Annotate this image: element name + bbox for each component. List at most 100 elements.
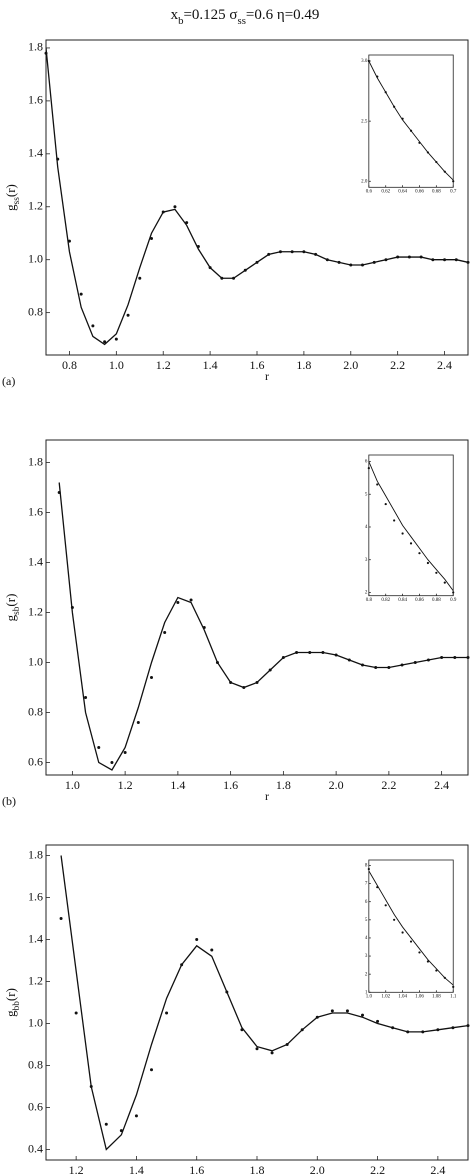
data-dot: [376, 75, 379, 78]
y-tick-label: 8: [365, 864, 368, 869]
x-tick-label: 1.6: [189, 1163, 204, 1175]
inset: 0.8 0.82 0.84 0.86 0.88 0.9 2 3 4 5 6: [365, 454, 457, 603]
data-dot: [185, 221, 189, 225]
data-dot: [138, 276, 142, 280]
data-dot: [268, 668, 272, 672]
data-dot: [97, 746, 101, 749]
chart-title-part: x: [171, 7, 179, 23]
data-dot: [401, 532, 404, 535]
data-dot: [325, 258, 329, 262]
data-dot: [452, 591, 455, 594]
y-tick-label: 1.4: [28, 554, 43, 568]
data-dot: [278, 250, 282, 254]
data-dot: [180, 963, 184, 967]
data-dot: [243, 268, 247, 272]
data-dot: [79, 292, 83, 296]
data-dot: [126, 313, 130, 317]
data-dot: [347, 658, 351, 662]
data-dot: [435, 571, 438, 574]
x-tick-label: 1.4: [129, 1163, 144, 1175]
y-tick-label: 0.6: [28, 1099, 43, 1113]
data-dot: [255, 1047, 259, 1051]
chart-title-part: ss: [238, 15, 246, 27]
x-tick-label: 2.2: [370, 1163, 385, 1175]
x-tick-label: 1.4: [170, 778, 185, 792]
x-tick-label: 2.0: [329, 778, 344, 792]
data-dot: [59, 917, 63, 920]
data-dot: [67, 239, 71, 243]
x-tick-label: 1.2: [69, 1163, 84, 1175]
x-tick-label: 0.9: [450, 598, 457, 603]
data-dot: [240, 1028, 244, 1032]
data-dot: [189, 598, 193, 602]
x-tick-label: 1.6: [250, 358, 265, 372]
data-dot: [406, 1030, 410, 1034]
data-dot: [70, 606, 74, 609]
x-tick-label: 2.0: [343, 358, 358, 372]
y-tick-label: 1.0: [28, 251, 43, 265]
y-tick-label: 0.8: [28, 1057, 43, 1071]
data-dot: [454, 258, 458, 262]
x-tick-label: 2.2: [390, 358, 405, 372]
chart-title-part: =0.125 σ: [183, 7, 237, 23]
y-tick-label: 2: [365, 972, 368, 977]
data-dot: [104, 1122, 108, 1126]
x-tick-label: 0.7: [450, 189, 457, 194]
data-dot: [435, 160, 438, 164]
y-tick-label: 1.0: [28, 654, 43, 668]
x-tick-label: 1.6: [223, 778, 238, 792]
data-dot: [165, 1011, 169, 1015]
data-dot: [337, 260, 341, 264]
data-dot: [44, 51, 48, 55]
curve: [368, 461, 454, 592]
x-tick-label: 2.4: [437, 358, 452, 372]
data-dot: [84, 696, 88, 699]
data-dot: [173, 205, 177, 209]
data-dot: [443, 976, 446, 979]
y-tick-label: 4: [365, 525, 368, 530]
data-dot: [295, 651, 299, 654]
data-dot: [419, 255, 423, 259]
y-tick-label: 2: [365, 591, 368, 596]
data-dot: [372, 260, 376, 264]
x-tick-label: 0.84: [398, 598, 407, 603]
y-tick-label: 1.0: [28, 1015, 43, 1029]
data-dot: [400, 663, 404, 667]
data-dot: [384, 258, 388, 262]
data-dot: [308, 651, 312, 654]
data-dot: [426, 658, 430, 662]
chart-title: xb=0.125 σss=0.6 η=0.49: [171, 7, 320, 27]
data-dot: [110, 761, 114, 764]
x-axis-label: r: [265, 1174, 269, 1175]
curve: [368, 870, 454, 986]
data-dot: [345, 1009, 349, 1013]
data-dot: [123, 751, 127, 754]
data-dot: [396, 255, 400, 259]
data-dot: [384, 904, 387, 907]
data-dot: [163, 631, 167, 634]
chart-title-part: =0.6 η=0.49: [246, 7, 320, 23]
x-tick-label: 2.4: [430, 1163, 445, 1175]
data-dot: [443, 170, 446, 173]
data-dot: [74, 1011, 78, 1015]
data-dot: [176, 601, 180, 604]
y-tick-label: 1.4: [28, 146, 43, 160]
data-dot: [418, 552, 421, 555]
x-tick-label: 1.8: [276, 778, 291, 792]
y-tick-label: 1.8: [28, 847, 43, 861]
data-dot: [225, 990, 229, 994]
y-tick-label: 3.0: [361, 59, 368, 64]
data-dot: [208, 266, 212, 270]
x-tick-label: 1.0: [65, 778, 80, 792]
x-tick-label: 0.68: [432, 189, 441, 194]
x-tick-label: 1.04: [398, 994, 407, 999]
y-tick-label: 2.5: [361, 119, 368, 124]
x-tick-label: 0.86: [415, 598, 424, 603]
panel: 1.2 1.4 1.6 1.8 2.0 2.2 2.4 0.4 0.6 0.8 1.0 1.2 1.4 1…: [3, 844, 470, 1175]
y-tick-label: 3: [365, 954, 368, 959]
y-tick-label: 7: [365, 882, 368, 887]
x-tick-label: 0.8: [366, 598, 373, 603]
curve: [58, 482, 468, 771]
y-tick-label: 4: [365, 936, 368, 941]
data-dot: [302, 250, 306, 254]
